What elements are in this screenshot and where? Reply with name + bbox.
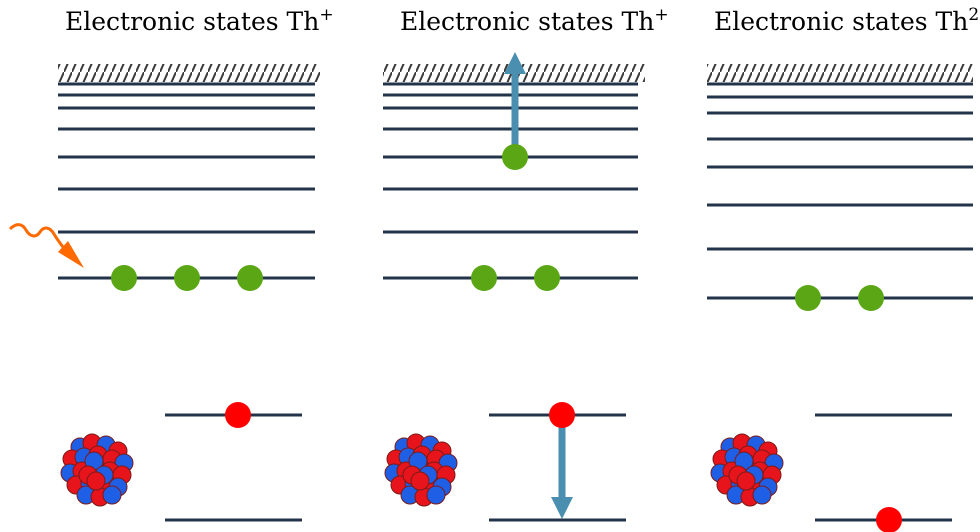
neutron [102, 485, 122, 505]
electron [795, 285, 821, 311]
panel-1-electronic-levels [58, 82, 315, 280]
panel-3-title: Electronic states Th2+ [714, 5, 980, 36]
incoming-photon-arrow [8, 223, 84, 268]
proton [410, 471, 430, 491]
electron [534, 265, 560, 291]
nuclear-state-markers [225, 402, 902, 532]
panel-3-electronic-levels [707, 82, 973, 300]
nucleus-icon [384, 433, 458, 507]
proton [736, 471, 756, 491]
neutron [752, 485, 772, 505]
electron [858, 285, 884, 311]
ionization-limit-3 [707, 64, 973, 82]
nuclear-state-dot [225, 402, 251, 428]
electron [502, 144, 528, 170]
electrons [111, 144, 884, 311]
nuclear-decay-arrow-down [551, 425, 573, 519]
electron [237, 265, 263, 291]
nuclear-state-dot [876, 507, 902, 532]
electron [111, 265, 137, 291]
nuclear-state-dot [549, 402, 575, 428]
electron [471, 265, 497, 291]
nucleus-icon [710, 433, 784, 507]
neutron [426, 485, 446, 505]
panel-2-electronic-levels [383, 82, 638, 280]
panel-2-title: Electronic states Th+ [400, 5, 669, 36]
nucleus-icon [60, 433, 134, 507]
electron [174, 265, 200, 291]
proton [86, 471, 106, 491]
ionization-arrow-up [504, 52, 526, 147]
ionization-limit-1 [58, 64, 320, 82]
panel-1-title: Electronic states Th+ [65, 5, 334, 36]
